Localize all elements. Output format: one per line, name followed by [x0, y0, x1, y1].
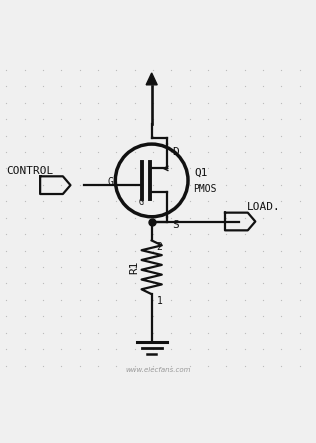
Text: PMOS: PMOS: [193, 183, 216, 194]
Text: G: G: [108, 177, 114, 187]
Text: CONTROL: CONTROL: [6, 166, 54, 176]
Text: LOAD.: LOAD.: [246, 202, 280, 212]
Text: Q1: Q1: [194, 168, 208, 178]
Text: 1: 1: [156, 296, 162, 306]
Text: G: G: [139, 198, 144, 207]
Text: www.elecfans.com: www.elecfans.com: [125, 367, 191, 373]
Polygon shape: [146, 73, 157, 85]
Text: S: S: [172, 220, 179, 230]
Text: D: D: [172, 147, 179, 157]
Text: 2: 2: [156, 242, 162, 252]
Text: R1: R1: [129, 260, 139, 274]
